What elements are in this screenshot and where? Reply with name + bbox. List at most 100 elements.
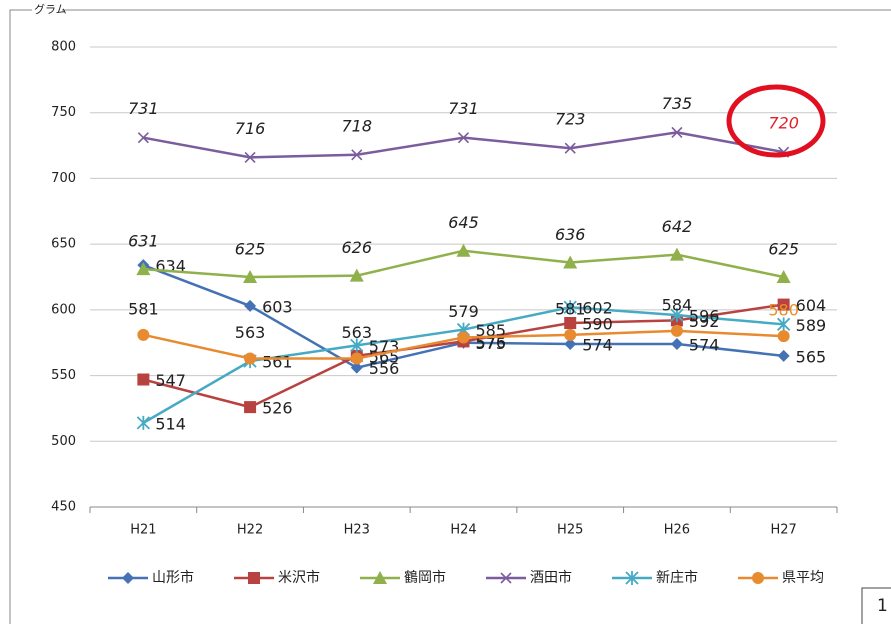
marker: [244, 151, 256, 163]
marker: [776, 270, 791, 283]
data-label: 526: [262, 399, 293, 418]
data-label: 585: [476, 321, 507, 340]
data-label: 581: [128, 299, 159, 318]
y-tick-label: 800: [51, 40, 76, 55]
marker: [122, 572, 134, 584]
marker: [670, 338, 683, 351]
data-label: 625: [768, 240, 799, 259]
data-label: 636: [555, 225, 586, 244]
data-label: 625: [235, 240, 266, 259]
y-tick-label: 750: [51, 105, 76, 120]
legend-label: 山形市: [152, 569, 194, 586]
x-tick-label: H25: [557, 523, 583, 538]
y-tick-label: 500: [51, 434, 76, 449]
data-label: 589: [796, 316, 827, 335]
marker: [752, 572, 764, 584]
data-label: 603: [262, 297, 293, 316]
marker: [457, 132, 470, 144]
marker: [350, 361, 363, 374]
plot: 450 500 550 600 650 700 750 800 H21 H22 H23 H24 H25 H…: [51, 40, 838, 586]
x-tick-label: H22: [237, 523, 263, 538]
y-tick-label: 700: [51, 171, 76, 186]
legend-label: 鶴岡市: [404, 569, 446, 586]
data-label: 735: [662, 94, 693, 113]
data-label: 604: [796, 296, 827, 315]
marker: [244, 299, 257, 312]
x-tick-label: H27: [770, 523, 796, 538]
data-label: 642: [662, 217, 693, 236]
data-label: 720: [768, 114, 799, 133]
data-label: 596: [689, 307, 720, 326]
marker: [564, 338, 577, 351]
marker: [670, 308, 684, 323]
marker: [457, 331, 470, 344]
marker: [350, 338, 364, 353]
data-label: 580: [768, 301, 799, 320]
marker: [625, 571, 639, 585]
marker: [777, 317, 791, 332]
data-label: 579: [448, 302, 479, 321]
marker: [136, 262, 151, 276]
data-label: 626: [342, 238, 373, 257]
marker: [137, 328, 150, 341]
data-label: 514: [155, 414, 186, 433]
page-number: 1: [877, 596, 888, 616]
x-tick-label: H21: [130, 523, 156, 538]
marker: [564, 317, 577, 329]
page-number-box: [861, 587, 891, 624]
data-label: 565: [796, 347, 827, 366]
marker: [564, 142, 576, 154]
data-label: 561: [262, 353, 293, 372]
data-label: 723: [555, 110, 586, 129]
x-tick-label: H24: [450, 523, 476, 538]
chart-frame: [9, 9, 891, 624]
data-label: 716: [235, 119, 266, 138]
marker: [373, 571, 387, 584]
label-bg: [32, 3, 62, 17]
marker: [244, 352, 257, 365]
marker: [349, 268, 364, 282]
marker: [777, 349, 790, 362]
data-label: 602: [582, 299, 613, 318]
marker: [136, 415, 150, 430]
marker: [248, 572, 260, 584]
data-label: 731: [448, 99, 479, 118]
data-label: 731: [128, 99, 159, 118]
marker: [564, 328, 577, 341]
data-label: 718: [342, 116, 373, 135]
data-label: 547: [155, 371, 186, 390]
legend-label: 新庄市: [656, 569, 698, 586]
marker: [669, 247, 684, 261]
legend-label: 県平均: [782, 570, 824, 586]
marker: [137, 132, 149, 144]
legend-label: 米沢市: [278, 569, 320, 586]
data-label: 574: [582, 336, 613, 355]
marker: [777, 298, 790, 311]
marker: [670, 324, 683, 337]
data-label: 590: [582, 315, 613, 334]
x-tick-label: H23: [344, 523, 370, 538]
y-axis-label: グラム: [34, 2, 67, 16]
marker: [456, 243, 471, 257]
y-tick-label: 650: [51, 237, 76, 252]
marker: [350, 352, 363, 365]
highlight-circle: [726, 84, 826, 158]
y-tick-label: 550: [51, 368, 76, 383]
data-label: 645: [448, 213, 479, 232]
x-tick-label: H26: [664, 523, 690, 538]
marker: [563, 255, 578, 269]
data-label: 556: [369, 359, 400, 378]
data-label: 563: [235, 323, 266, 342]
legend-label: 酒田市: [530, 569, 572, 586]
data-label: 584: [662, 295, 693, 314]
y-tick-label: 450: [51, 500, 76, 515]
marker: [777, 330, 790, 343]
marker: [671, 126, 683, 138]
data-label: 631: [128, 232, 159, 251]
data-label: 563: [342, 323, 373, 342]
marker: [243, 270, 258, 283]
data-label: 581: [555, 299, 586, 318]
y-tick-label: 600: [51, 302, 76, 317]
marker: [351, 149, 363, 161]
